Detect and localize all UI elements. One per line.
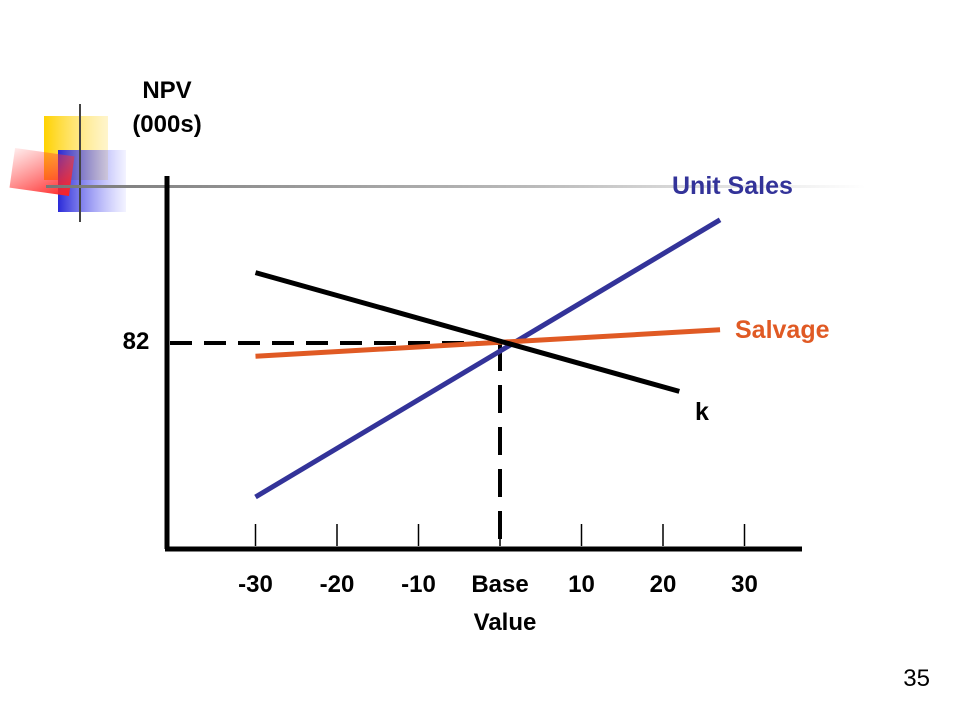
- x-tick-sublabel: Value: [473, 609, 537, 636]
- x-tick-label: -20: [319, 571, 355, 598]
- series-line-salvage: [255, 327, 721, 359]
- x-tick-label: -10: [401, 571, 436, 598]
- series-label-unit-sales: Unit Sales: [672, 172, 793, 200]
- series-line-unit-sales: [254, 217, 722, 500]
- x-tick-label: Base: [471, 571, 529, 598]
- x-tick-label: 10: [568, 571, 595, 598]
- x-tick-label: -30: [238, 571, 273, 598]
- y-axis-title: NPV (000s): [112, 74, 222, 142]
- series-line-k: [254, 270, 680, 394]
- x-tick-label: 20: [649, 571, 677, 598]
- y-tick-label: 82: [122, 328, 150, 355]
- series-label-salvage: Salvage: [735, 316, 830, 344]
- slide-number: 35: [903, 665, 930, 692]
- y-axis-title-line-2: (000s): [132, 111, 202, 138]
- series-label-k: k: [695, 398, 709, 426]
- y-axis-title-line-1: NPV: [142, 77, 192, 104]
- x-tick-label: 30: [731, 571, 758, 598]
